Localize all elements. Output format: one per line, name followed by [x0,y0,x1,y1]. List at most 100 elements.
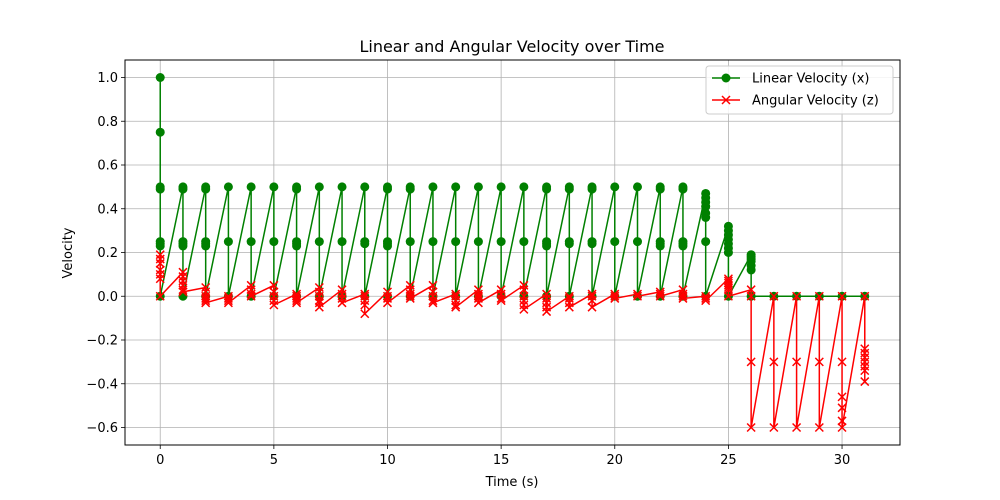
data-point [451,289,461,299]
data-point [769,291,779,301]
x-axis-label: Time (s) [485,475,539,490]
data-point [223,296,233,306]
data-point [837,357,847,367]
data-point [496,293,506,303]
data-point [155,184,165,194]
data-point [792,422,802,433]
data-point [837,291,847,301]
data-point [246,291,256,301]
axes: 0 5 10 15 20 25 30 −0.6 −0.4 −0.2 0.0 0.2 0.4 0.6 0.8 1… [86,71,850,468]
data-point [746,291,756,301]
data-point [655,184,665,194]
data-point [587,184,597,194]
data-point [519,182,529,192]
data-point [769,422,779,433]
data-point [632,289,643,299]
series-line [159,254,866,429]
data-point [473,298,483,308]
data-point [564,302,574,312]
y-tick-label: −0.4 [86,377,118,392]
data-point [519,304,529,314]
data-point [451,300,461,310]
data-point [814,422,824,433]
data-point [451,302,461,312]
data-point [701,202,711,212]
data-point [314,302,324,312]
x-tick-label: 25 [720,453,737,468]
data-point [360,182,370,192]
y-tick-label: 0.0 [97,290,118,305]
data-point [201,184,211,194]
data-point [201,296,211,306]
legend-angular-label: Angular Velocity (z) [752,94,879,109]
legend: Linear Velocity (x) Angular Velocity (z) [705,65,894,115]
data-point [360,309,370,319]
data-point [746,265,756,275]
data-point [269,237,279,247]
data-point [155,73,165,82]
data-point [632,291,643,301]
data-point [564,184,574,194]
data-point [542,184,552,194]
data-point [678,184,688,194]
y-tick-label: 1.0 [97,71,118,86]
legend-linear-marker [721,73,731,83]
data-point [519,237,529,247]
data-point [723,285,733,295]
data-point [405,293,415,303]
data-point [382,291,393,301]
data-point [564,291,574,301]
data-point [383,241,392,251]
data-point [314,237,324,247]
x-tick-label: 0 [156,453,164,468]
x-tick-label: 10 [379,453,396,468]
data-point [587,239,597,249]
data-point [860,366,870,376]
data-point [814,357,824,367]
data-point [678,291,688,301]
data-point [223,237,233,247]
data-point [633,237,642,247]
data-point [542,307,552,317]
data-point [246,182,256,192]
data-point [655,289,665,299]
data-point [814,291,824,301]
data-point [837,416,847,426]
data-point [360,289,370,299]
data-point [405,237,415,247]
data-point [746,422,756,433]
data-point [382,298,393,308]
data-point [655,291,665,301]
data-point [837,422,847,433]
data-point [837,392,847,402]
x-tick-label: 5 [270,453,278,468]
data-point [155,258,165,268]
y-axis-label: Velocity [61,227,76,278]
data-point [701,237,711,247]
data-point [451,182,461,192]
y-tick-label: 0.4 [97,202,118,217]
y-tick-label: 0.2 [97,246,118,261]
data-point [633,182,642,192]
data-point [337,182,347,192]
y-tick-label: 0.8 [97,115,118,130]
data-point [587,296,597,306]
data-point [473,291,483,301]
data-point [587,302,597,312]
data-point [496,296,506,306]
data-point [701,293,711,303]
x-tick-label: 30 [834,453,851,468]
data-point [723,291,733,301]
data-point [860,291,870,301]
data-point [655,241,665,251]
data-point [792,357,802,367]
data-point [701,213,711,222]
data-point [383,184,392,194]
data-point [610,293,620,303]
data-point [837,403,847,413]
data-point [496,182,506,192]
data-point [769,357,779,367]
data-point [678,241,688,251]
data-point [473,237,483,247]
